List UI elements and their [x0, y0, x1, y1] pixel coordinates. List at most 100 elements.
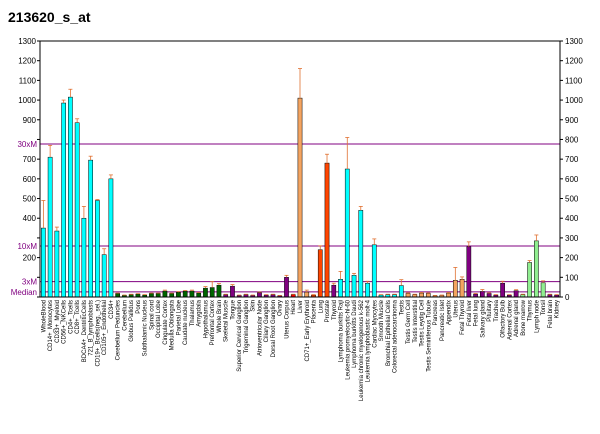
x-tick-label: BDCA4+_DentriticCells [82, 300, 88, 362]
x-tick-label: Medulla Oblongata [170, 299, 176, 350]
x-tick-label: Testis Interstitial [413, 300, 419, 343]
x-tick-label: Heart [291, 300, 297, 315]
x-tick-label: Placenta [312, 299, 318, 323]
y-tick-label-left: 1100 [19, 76, 37, 85]
y-tick-label-left: 400 [23, 214, 37, 223]
bar [344, 168, 350, 298]
x-tick-label: Hypothalamus [203, 300, 209, 338]
x-tick-label: Salivary gland [480, 300, 486, 338]
bar [446, 292, 451, 298]
x-tick-label: Pons [136, 300, 142, 314]
bar [284, 277, 289, 298]
x-tick-label: Superior Cervical Ganglion [237, 300, 243, 372]
x-tick-label: Thyroid [332, 300, 338, 320]
x-tick-label: CD33+_Myeloid [55, 300, 61, 343]
x-tick-label: Subthalamic Nucleus [143, 300, 149, 356]
bar [149, 293, 154, 298]
y-tick-label-left: 900 [23, 116, 37, 125]
x-axis-labels: WholeBlood CD14+_Monocytes CD33+_Myeloid CD… [41, 299, 560, 401]
x-tick-label: Fetal lung [474, 300, 480, 326]
x-tick-label: Adrenal gland [514, 300, 520, 337]
x-tick-label: Ovary [278, 300, 284, 316]
bar [41, 227, 46, 298]
x-tick-label: Uterus Corpus [284, 300, 290, 339]
y-tick-label-right: 0 [565, 293, 570, 302]
bar [54, 230, 60, 298]
x-tick-label: Cerebellum Peduncles [116, 300, 122, 360]
y-tick-label-right: 900 [565, 116, 579, 125]
bar [68, 96, 73, 298]
x-tick-label: Lung [318, 300, 324, 313]
x-tick-label: Leukemia chronic myelogenous k-562 [359, 299, 365, 401]
y-tick-label-left: 700 [23, 155, 37, 164]
y-tick-label-right: 500 [565, 195, 579, 204]
x-tick-label: WholeBlood [41, 300, 47, 332]
bar [405, 293, 411, 298]
x-tick-label: Prostate [325, 299, 331, 322]
bar [101, 254, 107, 298]
bar [513, 290, 519, 298]
reference-line-label: 3xM [22, 278, 37, 287]
y-tick-label-left: 500 [23, 195, 37, 204]
bar [486, 293, 492, 298]
x-tick-label: Skin [251, 300, 257, 312]
bar [338, 279, 343, 298]
bar [466, 246, 472, 298]
bar [304, 291, 310, 298]
x-tick-label: CD19+_Bcells(neg._sel.) [95, 300, 101, 367]
x-tick-label: Fetal liver [467, 300, 473, 326]
reference-line-label: 30xM [17, 140, 37, 149]
y-tick-label-right: 1000 [565, 96, 583, 105]
y-tick-label-right: 200 [565, 254, 579, 263]
bar [88, 159, 93, 298]
x-tick-label: CD8+_Tcells [75, 300, 81, 334]
bar [108, 178, 114, 298]
y-tick-label-right: 1100 [565, 76, 583, 85]
bar [459, 279, 465, 298]
bar [74, 122, 80, 298]
x-tick-label: Globus Pallidus [129, 300, 135, 342]
reference-line-label: 10xM [17, 242, 37, 251]
x-tick-label: Thalamus [190, 300, 196, 326]
y-tick-label-right: 600 [565, 175, 579, 184]
bar [425, 293, 431, 298]
x-tick-label: Lymphoma burkitts Raji [339, 300, 345, 362]
x-tick-label: Cingulate Cortex [163, 300, 169, 345]
y-axis-left: 200 400 500 600 700 900 1000 1100 1200 1300 [18, 37, 40, 298]
x-tick-label: Testis Leydig Cell [420, 300, 426, 347]
x-tick-label: Dorsal Root Ganglion [271, 300, 277, 357]
x-tick-label: CD14+_Monocytes [48, 300, 54, 351]
x-tick-label: CD34+ [109, 300, 115, 319]
bar [203, 287, 208, 298]
x-tick-label: Testis Seminiferous Tubule [426, 299, 432, 371]
bar [297, 97, 303, 298]
x-tick-label: Lymphoma burkitts Daudi [352, 300, 358, 368]
x-tick-label: Occipital Lobe [156, 299, 162, 338]
bar [162, 290, 168, 298]
x-tick-label: Tongue [230, 299, 236, 319]
plot-frame [39, 40, 561, 298]
x-tick-label: Amygdala [197, 299, 203, 326]
y-tick-label-left: 1200 [18, 57, 36, 66]
bar [115, 293, 121, 298]
bar [189, 290, 195, 298]
bar [155, 293, 161, 298]
x-tick-label: Bronchial Epithelial Cells [386, 300, 392, 366]
bar [534, 240, 539, 298]
bar [419, 292, 424, 298]
bar [358, 210, 364, 298]
x-tick-label: Tonsil [541, 300, 547, 315]
bar [452, 280, 458, 298]
x-tick-label: Colorectal adenocarcinoma [393, 299, 399, 373]
y-tick-label-left: 600 [23, 175, 37, 184]
bar [365, 282, 370, 298]
bar [196, 292, 202, 298]
bar [209, 287, 215, 298]
x-tick-label: 721_B_lymphoblasts [89, 300, 95, 356]
chart-title: 213620_s_at [8, 9, 91, 25]
bar [95, 200, 100, 298]
x-tick-label: Whole Brain [217, 300, 223, 333]
bar [169, 293, 175, 298]
error-bars [41, 68, 559, 296]
